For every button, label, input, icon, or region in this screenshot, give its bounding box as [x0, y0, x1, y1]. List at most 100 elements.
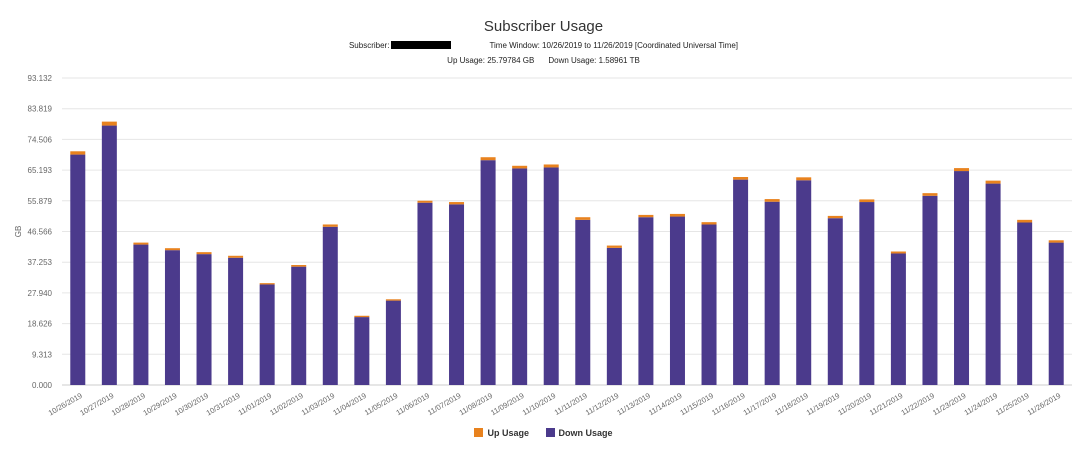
- bar-down-usage: [575, 219, 591, 385]
- bar-down-usage: [322, 226, 338, 385]
- bar-down-usage: [385, 300, 401, 385]
- bar-up-usage: [890, 251, 906, 254]
- bar-up-usage: [259, 283, 275, 285]
- subscriber-info-line: Subscriber: Time Window: 10/26/2019 to 11…: [0, 41, 1087, 50]
- bar-down-usage: [543, 167, 559, 385]
- up-usage-swatch: [474, 428, 484, 437]
- bar-up-usage: [196, 252, 212, 255]
- bar-down-usage: [985, 183, 1001, 385]
- x-tick-label: 11/17/2019: [742, 391, 779, 417]
- bar-down-usage: [922, 195, 938, 385]
- bar-down-usage: [606, 247, 622, 385]
- down-usage-swatch: [545, 428, 555, 437]
- x-tick-label: 11/21/2019: [868, 391, 905, 417]
- bar-down-usage: [1017, 222, 1033, 385]
- bar-down-usage: [291, 266, 307, 385]
- chart-title: Subscriber Usage: [483, 18, 604, 35]
- bar-up-usage: [827, 215, 843, 219]
- y-tick-label: 0.000: [32, 381, 53, 390]
- time-window-text: Time Window: 10/26/2019 to 11/26/2019 [C…: [489, 41, 739, 50]
- bar-down-usage: [638, 217, 654, 385]
- x-tick-label: 10/30/2019: [173, 391, 210, 418]
- bar-down-usage: [890, 253, 906, 385]
- bar-up-usage: [701, 222, 717, 225]
- bar-down-usage: [859, 202, 875, 385]
- x-tick-label: 11/05/2019: [363, 391, 400, 417]
- x-tick-label: 11/01/2019: [237, 391, 274, 417]
- x-tick-label: 10/27/2019: [78, 391, 115, 418]
- bar-down-usage: [764, 201, 780, 385]
- x-tick-label: 11/16/2019: [710, 391, 747, 417]
- y-axis-title: GB: [14, 226, 23, 238]
- x-tick-label: 11/25/2019: [994, 391, 1031, 417]
- bar-down-usage: [827, 218, 843, 385]
- down-usage-summary: Down Usage: 1.58961 TB: [548, 56, 640, 65]
- x-tick-label: 11/06/2019: [394, 391, 431, 417]
- x-tick-label: 10/29/2019: [141, 391, 178, 418]
- usage-summary-line: Up Usage: 25.79784 GB Down Usage: 1.58961…: [0, 56, 1087, 65]
- bar-up-usage: [922, 193, 938, 196]
- x-tick-label: 11/24/2019: [963, 391, 1000, 417]
- bar-up-usage: [449, 202, 465, 205]
- x-tick-label: 11/19/2019: [805, 391, 842, 417]
- x-tick-label: 10/31/2019: [205, 391, 242, 418]
- x-tick-label: 11/22/2019: [899, 391, 936, 417]
- bar-down-usage: [228, 257, 244, 385]
- legend-item-up-usage[interactable]: Up Usage: [474, 428, 529, 438]
- x-tick-label: 11/18/2019: [773, 391, 810, 417]
- y-tick-label: 37.253: [28, 258, 53, 267]
- bar-down-usage: [164, 250, 180, 385]
- x-tick-label: 11/23/2019: [931, 391, 968, 417]
- bar-down-usage: [259, 284, 275, 385]
- y-tick-label: 27.940: [28, 289, 53, 298]
- bar-up-usage: [954, 168, 970, 172]
- bar-up-usage: [385, 299, 401, 301]
- bar-down-usage: [354, 317, 370, 385]
- legend-item-down-usage[interactable]: Down Usage: [545, 428, 613, 438]
- x-tick-label: 11/10/2019: [521, 391, 558, 417]
- x-tick-label: 11/14/2019: [647, 391, 684, 417]
- x-tick-label: 11/02/2019: [268, 391, 305, 417]
- bar-up-usage: [133, 242, 149, 245]
- bar-up-usage: [985, 180, 1001, 184]
- x-tick-label: 11/15/2019: [679, 391, 716, 417]
- bar-down-usage: [701, 224, 717, 385]
- y-tick-label: 18.626: [28, 320, 53, 329]
- x-tick-label: 11/04/2019: [331, 391, 368, 417]
- bar-down-usage: [512, 168, 528, 385]
- bar-up-usage: [512, 165, 528, 169]
- bar-up-usage: [638, 214, 654, 218]
- y-tick-label: 65.193: [28, 166, 53, 175]
- bar-down-usage: [449, 204, 465, 385]
- x-tick-label: 11/26/2019: [1026, 391, 1063, 417]
- bar-up-usage: [606, 245, 622, 248]
- redacted-subscriber-id: [391, 41, 452, 49]
- bar-up-usage: [480, 157, 496, 161]
- y-tick-label: 55.879: [28, 197, 53, 206]
- bar-up-usage: [1048, 240, 1064, 243]
- bar-down-usage: [417, 202, 433, 385]
- up-usage-summary: Up Usage: 25.79784 GB: [447, 56, 535, 65]
- x-tick-label: 10/28/2019: [110, 391, 147, 418]
- legend-up-label: Up Usage: [487, 428, 529, 438]
- bar-up-usage: [354, 315, 370, 318]
- bar-up-usage: [70, 151, 86, 155]
- bar-up-usage: [1017, 219, 1033, 223]
- x-tick-label: 11/11/2019: [553, 391, 589, 417]
- subscriber-label: Subscriber:: [348, 41, 390, 50]
- bar-up-usage: [101, 121, 117, 126]
- bar-up-usage: [417, 200, 433, 203]
- x-tick-label: 11/20/2019: [836, 391, 873, 417]
- bar-up-usage: [322, 224, 338, 227]
- bar-down-usage: [669, 216, 685, 385]
- bar-down-usage: [796, 180, 812, 385]
- bar-up-usage: [291, 265, 307, 267]
- bar-down-usage: [133, 244, 149, 385]
- x-tick-label: 10/26/2019: [47, 391, 84, 418]
- bar-up-usage: [575, 217, 591, 220]
- bar-down-usage: [101, 125, 117, 385]
- y-tick-label: 83.819: [28, 105, 53, 114]
- x-tick-label: 11/09/2019: [489, 391, 526, 417]
- x-tick-label: 11/03/2019: [300, 391, 337, 417]
